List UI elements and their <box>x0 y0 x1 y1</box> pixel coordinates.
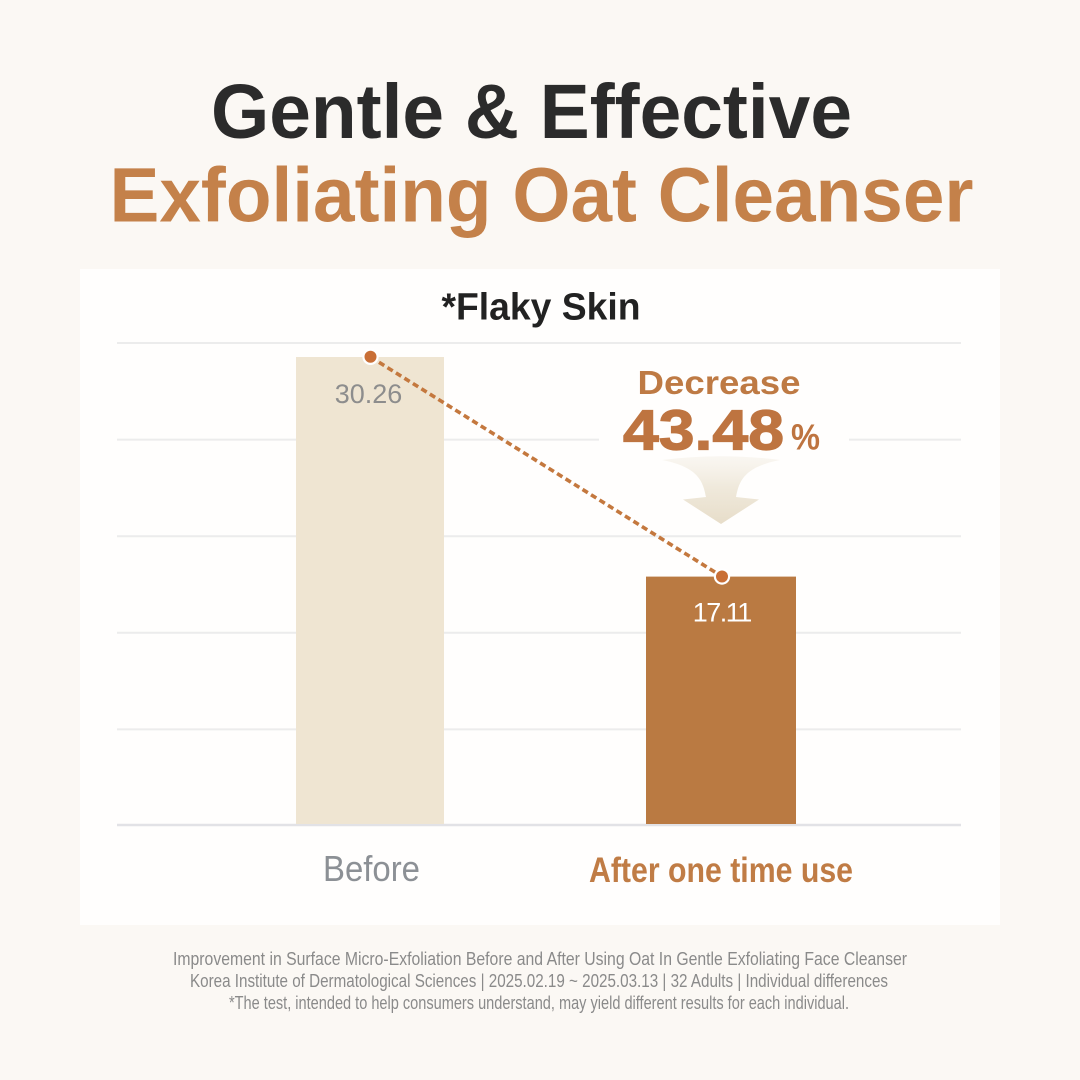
svg-text:30.26: 30.26 <box>335 379 403 409</box>
svg-text:Exfoliating Oat Cleanser: Exfoliating Oat Cleanser <box>110 153 974 239</box>
svg-text:Improvement in Surface Micro-E: Improvement in Surface Micro-Exfoliation… <box>173 949 907 969</box>
svg-text:*The test, intended to help co: *The test, intended to help consumers un… <box>229 993 849 1013</box>
svg-text:Decrease: Decrease <box>638 364 801 401</box>
svg-text:Korea Institute of Dermatologi: Korea Institute of Dermatological Scienc… <box>190 971 888 991</box>
svg-text:Before: Before <box>323 848 420 889</box>
svg-text:After one time use: After one time use <box>589 851 853 890</box>
svg-text:17.11: 17.11 <box>693 598 752 628</box>
svg-text:*Flaky Skin: *Flaky Skin <box>442 287 641 329</box>
svg-text:43.48: 43.48 <box>623 398 784 462</box>
svg-text:Gentle & Effective: Gentle & Effective <box>211 69 852 155</box>
svg-text:%: % <box>791 416 820 457</box>
